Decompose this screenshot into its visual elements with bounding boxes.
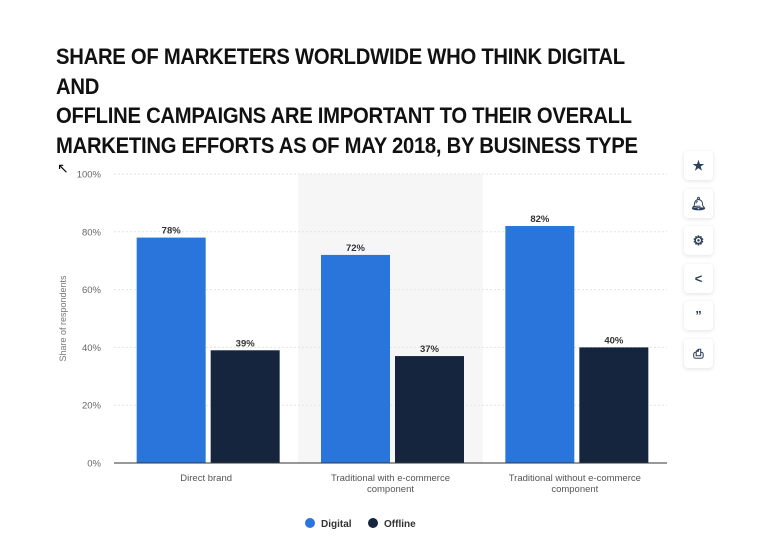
x-tick-label: component bbox=[551, 484, 598, 495]
y-tick-label: 20% bbox=[82, 401, 102, 412]
quote-icon[interactable]: ” bbox=[684, 301, 713, 330]
y-tick-label: 100% bbox=[77, 170, 102, 181]
y-tick-label: 80% bbox=[82, 227, 102, 238]
x-tick-label: component bbox=[367, 484, 414, 495]
data-label: 78% bbox=[162, 226, 182, 237]
bar-offline bbox=[210, 350, 280, 463]
chart-title: SHARE OF MARKETERS WORLDWIDE WHO THINK D… bbox=[56, 44, 638, 158]
bar-digital bbox=[136, 237, 206, 463]
legend-marker-offline bbox=[368, 518, 378, 528]
y-axis-label: Share of respondents bbox=[58, 275, 68, 362]
print-icon[interactable]: ⎙ bbox=[684, 339, 713, 368]
mouse-cursor-icon: ↖ bbox=[57, 160, 69, 176]
y-tick-label: 0% bbox=[87, 459, 101, 470]
bar-offline bbox=[579, 347, 649, 463]
data-label: 40% bbox=[604, 335, 624, 346]
bar-digital bbox=[321, 254, 390, 463]
star-icon[interactable]: ★ bbox=[684, 151, 713, 180]
bell-icon[interactable]: 🔔︎ bbox=[684, 189, 713, 218]
gear-icon[interactable]: ⚙ bbox=[684, 226, 713, 255]
y-tick-label: 40% bbox=[82, 343, 102, 354]
x-tick-label: Traditional with e-commerce bbox=[331, 473, 450, 484]
legend-marker-digital bbox=[305, 518, 315, 528]
bar-digital bbox=[505, 226, 575, 463]
share-icon[interactable]: < bbox=[684, 264, 713, 293]
x-tick-label: Traditional without e-commerce bbox=[509, 473, 641, 484]
legend-label-digital: Digital bbox=[321, 519, 352, 530]
x-tick-label: Direct brand bbox=[180, 473, 232, 484]
bar-offline bbox=[395, 356, 464, 463]
data-label: 37% bbox=[420, 344, 440, 355]
data-label: 82% bbox=[530, 214, 550, 225]
data-label: 39% bbox=[236, 338, 256, 349]
legend-label-offline: Offline bbox=[384, 519, 416, 530]
y-tick-label: 60% bbox=[82, 285, 102, 296]
data-label: 72% bbox=[346, 243, 366, 254]
